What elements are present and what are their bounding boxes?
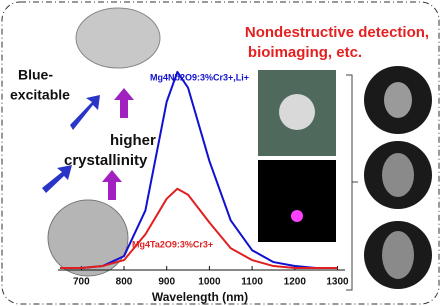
led: [279, 94, 315, 130]
crystal-photo: [76, 8, 160, 68]
bioimage-detail: [384, 82, 412, 118]
x-tick-label: 1100: [241, 277, 263, 288]
x-tick-label: 800: [116, 277, 133, 288]
x-tick-label: 1300: [326, 277, 349, 288]
annotation: Blue-: [18, 67, 53, 83]
legend-label: Mg4Ta2O9:3%Cr3+: [132, 239, 213, 249]
annotation: crystallinity: [64, 152, 148, 169]
glow-photo: [258, 160, 336, 242]
crystal-photo: [48, 200, 128, 276]
x-axis-label: Wavelength (nm): [152, 290, 248, 304]
bioimage-detail: [382, 231, 414, 279]
bioimage-detail: [382, 153, 414, 197]
x-tick-label: 700: [73, 277, 90, 288]
x-tick-label: 1000: [198, 277, 221, 288]
legend-label: Mg4Nb2O9:3%Cr3+,Li+: [150, 72, 249, 82]
x-tick-label: 900: [158, 277, 175, 288]
glow: [291, 210, 303, 222]
annotation: excitable: [10, 87, 70, 103]
annotation: Nondestructive detection,: [245, 24, 429, 41]
annotation: higher: [110, 132, 156, 149]
figure: Nondestructive detection, bioimaging, et…: [0, 0, 441, 306]
annotation: bioimaging, etc.: [248, 44, 362, 61]
x-tick-label: 1200: [284, 277, 307, 288]
